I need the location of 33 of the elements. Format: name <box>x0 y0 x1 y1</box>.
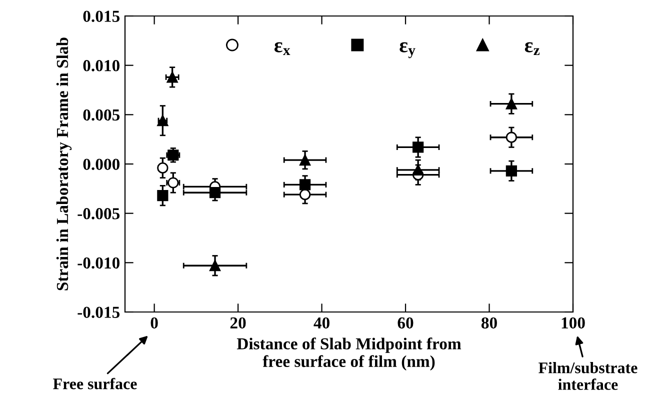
point <box>506 165 518 176</box>
y-tick-label: 0.000 <box>83 158 120 170</box>
point <box>412 142 424 153</box>
legend-label: ε$_{x}$ <box>274 42 290 55</box>
point <box>506 98 518 110</box>
point <box>299 154 311 166</box>
point <box>209 260 221 272</box>
x-tick-label: 0 <box>150 317 158 329</box>
point <box>209 187 221 198</box>
legend-label: ε$_{z}$ <box>524 42 540 55</box>
y-axis-title: Strain in Laboratory Frame in Slab <box>56 38 72 290</box>
x-tick-label: 60 <box>398 317 414 329</box>
point <box>157 190 168 202</box>
point <box>506 132 518 143</box>
x-tick-label: 20 <box>230 317 246 329</box>
point <box>299 179 311 190</box>
point <box>166 72 178 83</box>
text: Film/substrate interface <box>538 362 638 390</box>
point <box>299 189 311 200</box>
x-tick-label: 100 <box>562 317 585 329</box>
y-tick-label: 0.010 <box>83 60 120 72</box>
point <box>412 164 424 176</box>
point <box>157 162 168 174</box>
y-tick-label: 0.015 <box>83 10 120 22</box>
x-axis-title: Distance of Slab Midpoint from free surface of film (nm) <box>236 338 462 370</box>
text: Free surface <box>53 378 137 390</box>
y-tick-label: -0.010 <box>78 257 120 269</box>
x-tick-label: 40 <box>314 317 330 329</box>
y-tick-label: -0.015 <box>78 306 120 318</box>
y-tick-label: -0.005 <box>78 208 120 220</box>
x-tick-label: 80 <box>481 317 497 329</box>
y-tick-label: 0.005 <box>83 109 120 121</box>
legend-label: ε$_{y}$ <box>400 42 416 58</box>
